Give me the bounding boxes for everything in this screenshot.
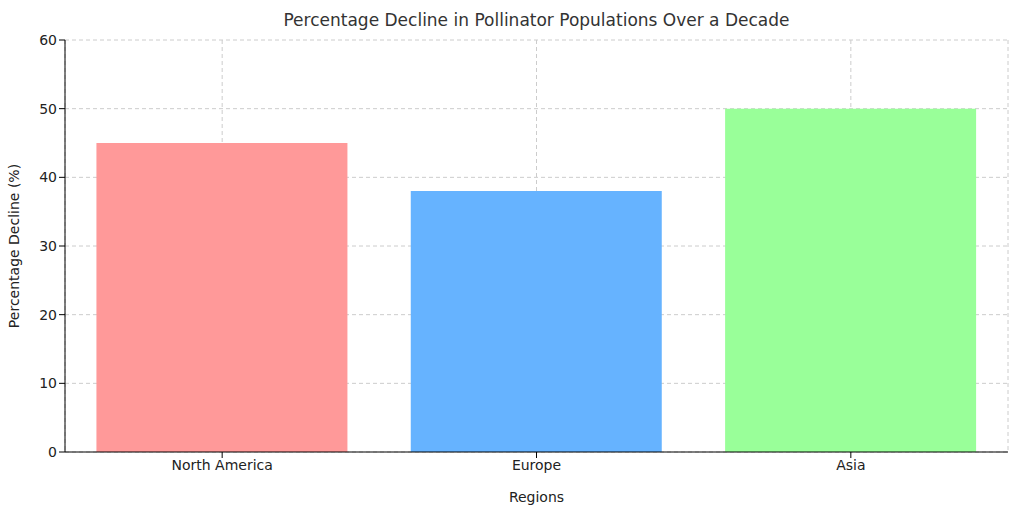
svg-text:10: 10 <box>39 375 57 391</box>
svg-text:20: 20 <box>39 307 57 323</box>
svg-text:Percentage Decline (%): Percentage Decline (%) <box>8 164 22 328</box>
svg-text:40: 40 <box>39 169 57 185</box>
svg-text:30: 30 <box>39 238 57 254</box>
svg-text:Europe: Europe <box>512 457 561 473</box>
svg-text:Regions: Regions <box>509 489 564 505</box>
svg-text:60: 60 <box>39 32 57 48</box>
svg-text:50: 50 <box>39 101 57 117</box>
html-text:Percentage Decline in Pollinat: Percentage Decline in Pollinator Populat… <box>283 10 790 30</box>
svg-text:North America: North America <box>171 457 272 473</box>
svg-text:Asia: Asia <box>836 457 865 473</box>
svg-text:0: 0 <box>48 444 57 460</box>
